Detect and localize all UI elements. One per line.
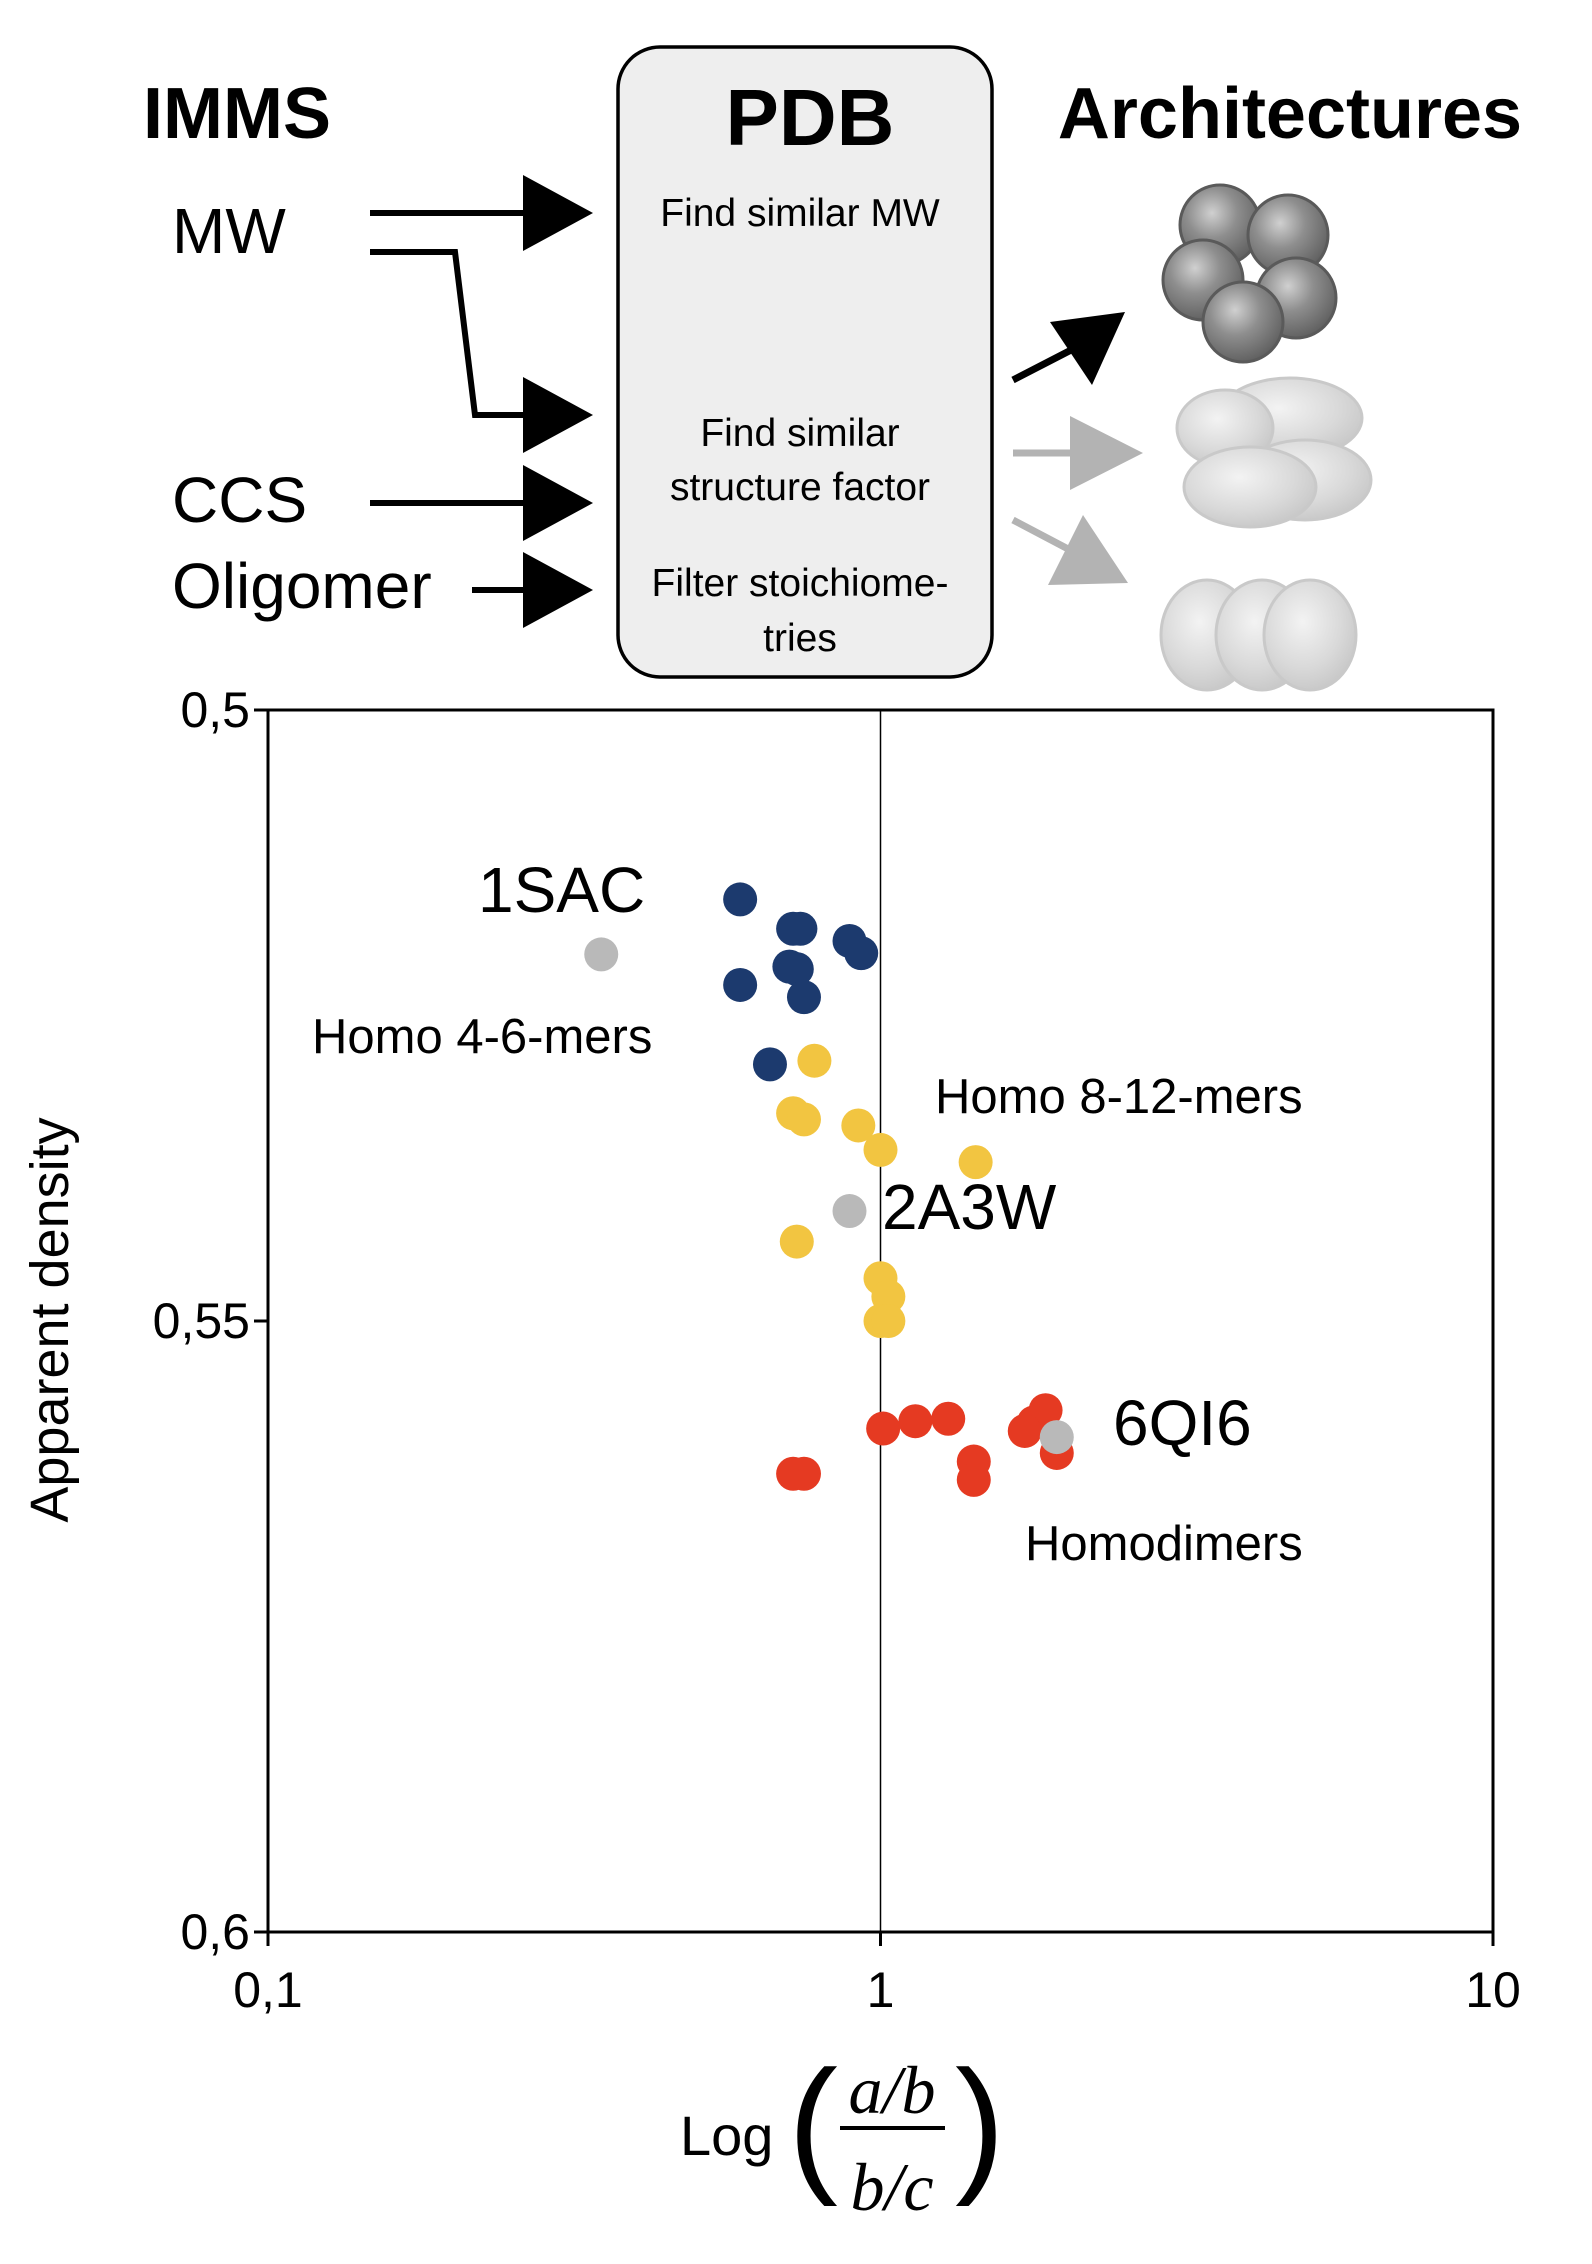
annotation-2a3w: 2A3W <box>882 1171 1057 1243</box>
data-point <box>723 967 758 1002</box>
pdb-step-structure-factor-line1: Find similar <box>700 412 899 455</box>
input-arrows <box>370 175 593 628</box>
y-tick-label: 0,5 <box>180 682 250 738</box>
data-point <box>863 1132 898 1167</box>
data-points <box>584 882 1074 1497</box>
input-ccs: CCS <box>172 464 307 536</box>
pdb-step-structure-factor-line2: structure factor <box>670 466 930 509</box>
data-point <box>871 1304 906 1338</box>
data-point <box>866 1411 901 1446</box>
workflow-schematic: IMMS PDB Architectures MW CCS Oligomer F… <box>143 45 1522 692</box>
x-axis-label-log: Log <box>680 2104 773 2167</box>
x-tick-label: 0,1 <box>233 1962 303 2018</box>
imms-title: IMMS <box>143 74 331 154</box>
data-point <box>1039 1420 1074 1455</box>
x-axis-label-close-paren: ) <box>955 2039 1005 2207</box>
data-point <box>958 1145 993 1180</box>
data-point <box>832 1194 867 1229</box>
y-axis-label: Apparent density <box>20 1117 80 1522</box>
architecture-linear-oligomer-icon <box>1159 578 1358 692</box>
arrow-mw-to-structure-factor <box>370 249 525 418</box>
pdb-step-filter-line2: tries <box>763 617 837 660</box>
pdb-step-filter-line1: Filter stoichiome- <box>652 562 949 605</box>
arrowhead-mw-structure <box>523 377 593 453</box>
annotation-homo-8-12-mers: Homo 8-12-mers <box>935 1070 1303 1124</box>
x-axis-label-open-paren: ( <box>788 2039 838 2207</box>
y-tick-label: 0,55 <box>153 1293 250 1349</box>
series-homo-4-6-mers <box>723 882 879 1082</box>
annotation-homo-4-6-mers: Homo 4-6-mers <box>312 1010 652 1064</box>
annotation-homodimers: Homodimers <box>1025 1517 1303 1571</box>
output-arrowhead-black <box>1050 312 1125 385</box>
data-point <box>898 1404 933 1439</box>
data-point <box>841 1108 876 1143</box>
output-arrows <box>1011 312 1143 585</box>
data-point <box>844 936 879 971</box>
data-point <box>584 937 619 972</box>
x-axis-label: Log ( a/b b/c ) <box>680 2039 1005 2225</box>
pdb-box <box>616 45 994 679</box>
architecture-ellipsoid-oligomer-icon <box>1175 376 1373 529</box>
series-homo-8-12-mers <box>776 1043 993 1338</box>
architectures-title: Architectures <box>1058 74 1522 154</box>
arrowhead-ccs <box>523 465 593 541</box>
output-arrow-gray-2 <box>1011 516 1072 554</box>
architecture-compact-oligomer-icon <box>1161 183 1338 364</box>
input-oligomer: Oligomer <box>172 550 432 622</box>
input-mw: MW <box>172 195 286 267</box>
data-point <box>752 1047 787 1082</box>
output-arrowhead-gray-2 <box>1048 515 1128 585</box>
data-point <box>779 1224 814 1259</box>
pdb-title: PDB <box>726 73 895 162</box>
data-point <box>956 1462 991 1497</box>
data-point <box>786 980 821 1015</box>
series-reference-structures <box>584 937 1074 1455</box>
arrowhead-mw <box>523 175 593 251</box>
data-point <box>779 952 814 987</box>
x-tick-label: 1 <box>867 1962 895 2018</box>
x-axis-label-numerator: a/b <box>849 2052 936 2128</box>
output-arrow-black <box>1011 344 1077 384</box>
pdb-step-find-mw: Find similar MW <box>660 192 940 235</box>
data-point <box>1007 1413 1042 1448</box>
y-tick-label: 0,6 <box>180 1904 250 1960</box>
output-arrowhead-gray-1 <box>1070 416 1143 490</box>
data-point <box>783 911 818 946</box>
series-homodimers <box>776 1393 1074 1497</box>
x-tick-label: 10 <box>1465 1962 1521 2018</box>
data-point <box>931 1401 966 1436</box>
scatter-plot: 0,1 1 10 0,5 0,55 0,6 1SAC Homo 4-6-mers Homo… <box>20 682 1521 2225</box>
data-point <box>786 1456 821 1491</box>
annotation-6qi6: 6QI6 <box>1113 1387 1252 1459</box>
x-axis-label-denominator: b/c <box>850 2149 933 2225</box>
data-point <box>786 1102 821 1137</box>
annotation-1sac: 1SAC <box>478 854 645 926</box>
arrowhead-oligomer <box>523 552 593 628</box>
axis-ticks: 0,1 1 10 0,5 0,55 0,6 <box>153 682 1521 2018</box>
data-point <box>797 1043 832 1078</box>
data-point <box>723 882 758 917</box>
